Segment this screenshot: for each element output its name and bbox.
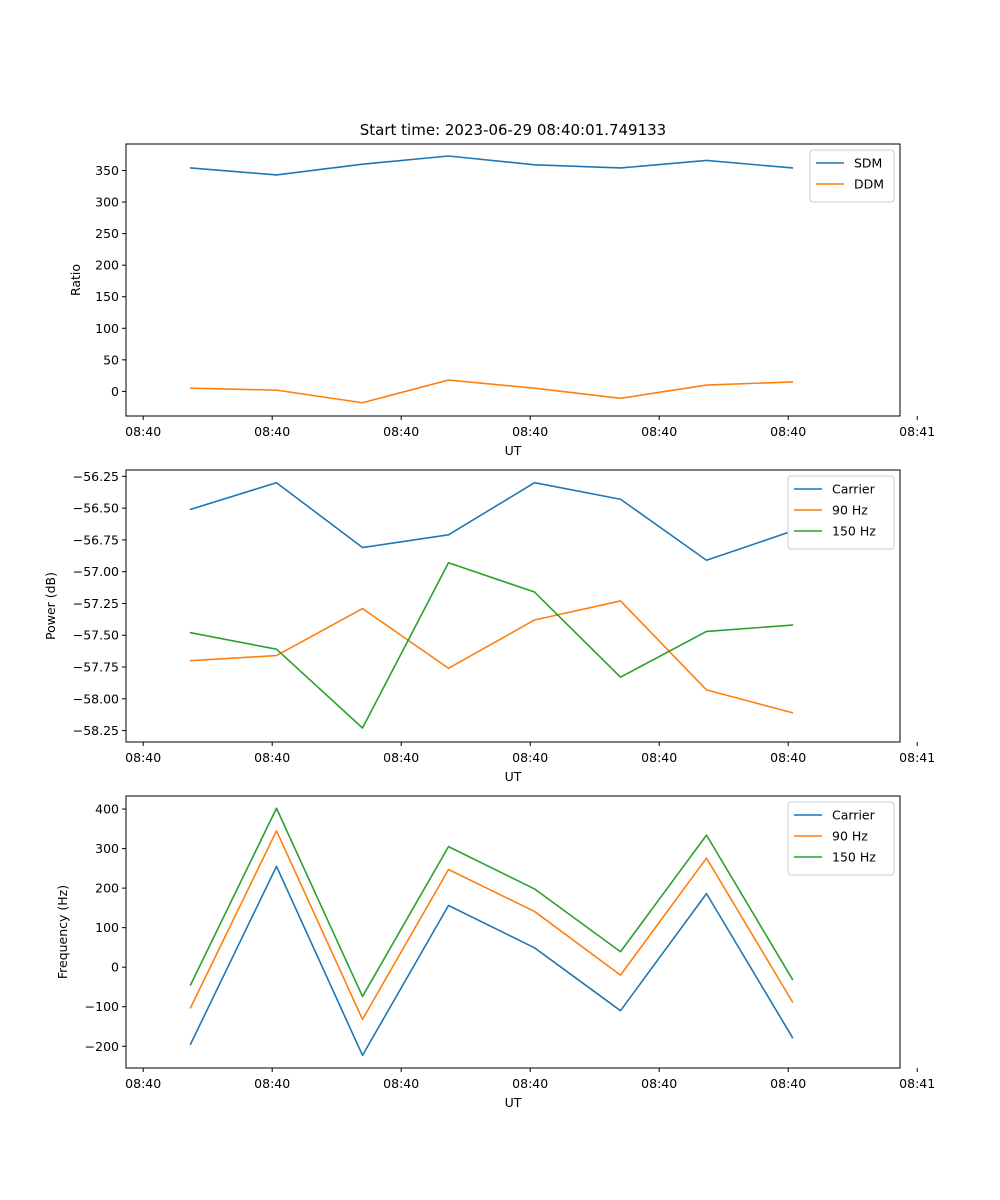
x-tick-label: 08:40 — [125, 424, 161, 439]
x-tick-label: 08:40 — [770, 424, 806, 439]
axes-frame — [125, 143, 901, 417]
subplot-2: 08:40 08:40 08:40 08:40 08:40 08:40 08:41 −58.2… — [43, 469, 935, 784]
y-tick-label: −100 — [85, 999, 119, 1014]
y-tick-label: 50 — [103, 352, 119, 367]
subplot-3: 08:40 08:40 08:40 08:40 08:40 08:40 08:41 −200 −… — [55, 795, 935, 1110]
y-tick-label: 150 — [95, 289, 119, 304]
x-tick-label: 08:40 — [641, 1076, 677, 1091]
subplot-1: 08:40 08:40 08:40 08:40 08:40 08:40 08:41 0 50 10… — [68, 143, 935, 458]
series-line-1 — [189, 155, 794, 176]
x-tick-label: 08:40 — [641, 424, 677, 439]
series-line-2 — [189, 600, 794, 714]
x-tick-label: 08:40 — [770, 1076, 806, 1091]
legend: SDM DDM — [809, 149, 895, 203]
series-line-2 — [189, 829, 794, 1021]
x-axis-label: UT — [505, 1095, 522, 1110]
legend-label: Carrier — [832, 482, 876, 497]
plot-area — [126, 470, 900, 742]
y-tick-label: −56.50 — [73, 501, 119, 516]
axes-frame — [125, 469, 901, 743]
y-axis-label: Ratio — [68, 264, 83, 296]
y-axis-label: Frequency (Hz) — [55, 885, 70, 979]
x-tick-label: 08:40 — [512, 750, 548, 765]
y-tick-label: −56.25 — [73, 469, 119, 484]
y-tick-label: 200 — [95, 881, 119, 896]
series-line-1 — [189, 865, 794, 1057]
x-tick-label: 08:40 — [254, 424, 290, 439]
x-tick-label: 08:40 — [512, 1076, 548, 1091]
y-tick-label: 350 — [95, 163, 119, 178]
x-tick-label: 08:41 — [899, 1076, 935, 1091]
x-tick-label: 08:40 — [254, 750, 290, 765]
y-tick-label: 300 — [95, 195, 119, 210]
y-tick-label: 400 — [95, 802, 119, 817]
x-tick-label: 08:41 — [899, 424, 935, 439]
x-tick-label: 08:40 — [512, 424, 548, 439]
y-tick-label: 100 — [95, 920, 119, 935]
legend-label: Carrier — [832, 808, 876, 823]
y-tick-label: 0 — [111, 960, 119, 975]
x-tick-label: 08:41 — [899, 750, 935, 765]
legend-label: 90 Hz — [832, 503, 868, 518]
y-tick-label: −58.25 — [73, 723, 119, 738]
series-line-1 — [189, 481, 794, 562]
legend: Carrier 90 Hz 150 Hz — [787, 475, 895, 550]
chart-title: Start time: 2023-06-29 08:40:01.749133 — [360, 121, 666, 139]
plot-area — [126, 796, 900, 1068]
y-tick-label: 100 — [95, 321, 119, 336]
legend-label: SDM — [854, 156, 882, 171]
legend-label: 90 Hz — [832, 829, 868, 844]
y-axis-label: Power (dB) — [43, 572, 58, 640]
x-tick-label: 08:40 — [125, 750, 161, 765]
plot-area — [126, 144, 900, 416]
legend-label: DDM — [854, 177, 884, 192]
y-tick-label: −56.75 — [73, 532, 119, 547]
y-tick-label: −57.00 — [73, 564, 119, 579]
legend-label: 150 Hz — [832, 850, 876, 865]
y-tick-label: −57.50 — [73, 628, 119, 643]
x-tick-label: 08:40 — [383, 424, 419, 439]
x-tick-label: 08:40 — [383, 750, 419, 765]
x-tick-label: 08:40 — [770, 750, 806, 765]
x-tick-label: 08:40 — [254, 1076, 290, 1091]
x-axis-label: UT — [505, 443, 522, 458]
y-tick-label: 300 — [95, 841, 119, 856]
legend: Carrier 90 Hz 150 Hz — [787, 801, 895, 876]
x-tick-label: 08:40 — [641, 750, 677, 765]
y-tick-label: −58.00 — [73, 691, 119, 706]
series-line-3 — [189, 561, 794, 729]
y-tick-label: −57.75 — [73, 660, 119, 675]
x-tick-label: 08:40 — [125, 1076, 161, 1091]
series-line-2 — [189, 379, 794, 404]
series-line-3 — [189, 807, 794, 998]
y-tick-label: 0 — [111, 384, 119, 399]
y-tick-label: −57.25 — [73, 596, 119, 611]
x-axis-label: UT — [505, 769, 522, 784]
subplots: 08:40 08:40 08:40 08:40 08:40 08:40 08:41 0 50 10… — [43, 143, 935, 1110]
x-tick-label: 08:40 — [383, 1076, 419, 1091]
legend-label: 150 Hz — [832, 524, 876, 539]
axes-frame — [125, 795, 901, 1069]
y-tick-label: −200 — [85, 1039, 119, 1054]
y-tick-label: 250 — [95, 226, 119, 241]
y-tick-label: 200 — [95, 258, 119, 273]
